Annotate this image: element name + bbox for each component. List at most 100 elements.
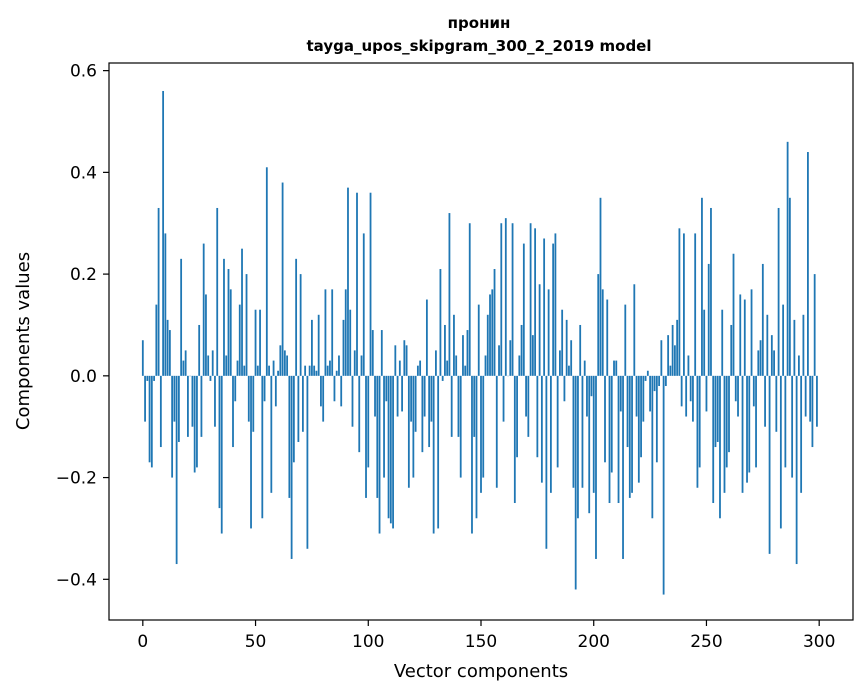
bar-156 — [493, 269, 496, 376]
bar-45 — [243, 365, 246, 376]
bar-241 — [685, 375, 688, 417]
bar-46 — [245, 274, 248, 376]
bar-260 — [728, 375, 730, 453]
bar-219 — [635, 375, 638, 417]
bar-281 — [775, 375, 778, 432]
bar-94 — [353, 350, 356, 376]
bar-13 — [171, 375, 174, 478]
bar-242 — [687, 355, 690, 376]
x-tick-label-250: 250 — [690, 632, 722, 652]
bar-71 — [301, 375, 304, 432]
bar-232 — [664, 375, 667, 387]
bar-17 — [180, 258, 183, 376]
bar-239 — [680, 375, 683, 407]
bar-174 — [534, 228, 537, 376]
bar-111 — [392, 375, 394, 529]
bar-202 — [597, 274, 600, 376]
bar-119 — [410, 375, 413, 422]
bar-22 — [191, 375, 194, 427]
bar-256 — [719, 375, 721, 519]
bar-245 — [694, 233, 697, 376]
bar-103 — [374, 375, 376, 417]
bar-24 — [196, 375, 198, 468]
bar-166 — [516, 375, 518, 458]
bar-30 — [209, 375, 212, 381]
bar-215 — [626, 375, 629, 448]
x-tick-label-100: 100 — [352, 632, 384, 652]
bar-165 — [513, 375, 516, 504]
bar-149 — [477, 304, 480, 376]
bar-240 — [683, 233, 685, 376]
bar-79 — [320, 375, 322, 407]
bar-3 — [148, 375, 151, 463]
bar-177 — [540, 375, 543, 483]
bar-124 — [421, 375, 424, 453]
bar-161 — [504, 218, 507, 376]
bar-243 — [689, 375, 692, 402]
bar-77 — [315, 370, 318, 376]
bar-222 — [642, 375, 645, 422]
bar-78 — [317, 314, 320, 376]
y-tick-label-0: −0.4 — [56, 570, 97, 590]
bar-152 — [484, 355, 487, 376]
bar-137 — [450, 375, 453, 437]
bar-151 — [482, 375, 485, 478]
bar-182 — [552, 243, 555, 376]
bar-244 — [692, 375, 694, 422]
bar-217 — [631, 375, 633, 493]
bar-31 — [211, 350, 214, 376]
bar-155 — [491, 289, 494, 376]
bar-7 — [157, 207, 160, 376]
bar-47 — [247, 375, 250, 422]
bar-267 — [743, 299, 746, 376]
bar-252 — [710, 207, 712, 376]
bar-99 — [365, 375, 367, 498]
bar-68 — [295, 258, 298, 376]
bar-290 — [795, 375, 798, 565]
bar-287 — [788, 197, 791, 376]
bar-255 — [716, 375, 719, 442]
bar-238 — [678, 228, 681, 376]
bar-289 — [793, 319, 796, 376]
bar-169 — [522, 243, 525, 376]
bar-294 — [804, 375, 807, 417]
bar-194 — [579, 324, 582, 376]
bar-9 — [162, 90, 165, 376]
bar-292 — [800, 375, 803, 493]
bar-73 — [306, 375, 309, 549]
bar-147 — [473, 375, 476, 437]
x-tick-label-200: 200 — [578, 632, 610, 652]
x-tick-label-300: 300 — [803, 632, 835, 652]
bar-213 — [622, 375, 624, 559]
bar-225 — [649, 375, 651, 412]
bar-132 — [439, 269, 442, 376]
bar-75 — [311, 319, 313, 376]
bar-61 — [279, 345, 282, 376]
bar-291 — [797, 355, 800, 376]
bar-181 — [549, 375, 552, 493]
bar-179 — [545, 375, 548, 549]
bar-209 — [613, 360, 615, 376]
bar-64 — [286, 355, 289, 376]
bar-233 — [667, 335, 670, 376]
bar-28 — [205, 294, 207, 376]
bar-86 — [335, 370, 338, 376]
bar-130 — [435, 350, 437, 376]
bar-90 — [344, 289, 347, 376]
bar-200 — [592, 375, 595, 493]
bar-237 — [676, 319, 679, 376]
bar-88 — [340, 375, 343, 407]
bar-131 — [437, 375, 440, 529]
bar-157 — [495, 375, 498, 488]
bar-100 — [367, 375, 370, 468]
bar-275 — [761, 263, 764, 376]
bar-133 — [441, 375, 444, 381]
bar-11 — [166, 319, 169, 376]
y-tick-label-2: 0.0 — [70, 367, 97, 387]
bar-262 — [732, 253, 735, 376]
bar-286 — [786, 141, 789, 376]
bar-205 — [604, 375, 606, 463]
bar-199 — [590, 375, 593, 397]
